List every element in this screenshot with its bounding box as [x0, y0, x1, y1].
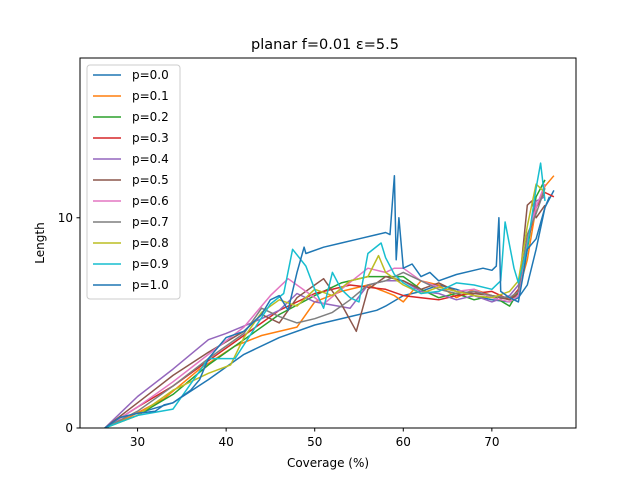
legend-label: p=1.0 — [132, 278, 169, 292]
x-tick-label: 40 — [219, 435, 234, 449]
legend-label: p=0.4 — [132, 152, 169, 166]
legend-label: p=0.5 — [132, 173, 169, 187]
legend-label: p=0.2 — [132, 110, 169, 124]
y-tick-label: 10 — [58, 211, 73, 225]
series-layer — [104, 162, 555, 428]
y-tick-label: 0 — [65, 421, 73, 435]
legend-label: p=0.0 — [132, 68, 169, 82]
series-line-10 — [104, 174, 551, 428]
series-line-8 — [104, 183, 546, 428]
legend-label: p=0.6 — [132, 194, 169, 208]
x-axis: 30 40 50 60 70 — [130, 428, 499, 449]
y-axis-label: Length — [33, 222, 47, 263]
series-line-7 — [104, 188, 546, 428]
legend-label: p=0.3 — [132, 131, 169, 145]
x-tick-label: 60 — [396, 435, 411, 449]
plot-frame — [79, 57, 577, 429]
series-line-9 — [104, 162, 546, 428]
legend: p=0.0 p=0.1 p=0.2 p=0.3 p=0.4 p=0.5 p=0.6 p=0.7… — [86, 64, 181, 300]
x-tick-label: 70 — [484, 435, 499, 449]
legend-label: p=0.8 — [132, 236, 169, 250]
y-axis: 0 10 — [58, 211, 80, 435]
x-tick-label: 50 — [307, 435, 322, 449]
x-axis-label: Coverage (%) — [287, 456, 369, 470]
legend-label: p=0.7 — [132, 215, 169, 229]
legend-label: p=0.1 — [132, 89, 169, 103]
chart-title: planar f=0.01 ε=5.5 — [251, 37, 399, 53]
x-tick-label: 30 — [130, 435, 145, 449]
legend-box — [86, 64, 181, 300]
legend-label: p=0.9 — [132, 257, 169, 271]
series-line-6 — [104, 183, 546, 428]
